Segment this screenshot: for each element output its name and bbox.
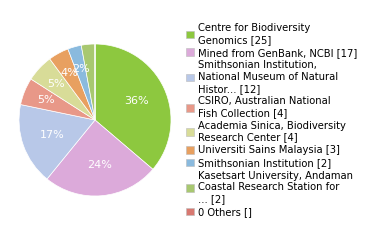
Text: 17%: 17% bbox=[40, 130, 64, 140]
Text: 36%: 36% bbox=[124, 96, 149, 106]
Text: 24%: 24% bbox=[87, 160, 112, 170]
Wedge shape bbox=[68, 45, 95, 120]
Text: 5%: 5% bbox=[47, 79, 65, 89]
Text: 4%: 4% bbox=[60, 68, 78, 78]
Legend: Centre for Biodiversity
Genomics [25], Mined from GenBank, NCBI [17], Smithsonia: Centre for Biodiversity Genomics [25], M… bbox=[185, 23, 357, 217]
Wedge shape bbox=[95, 44, 171, 169]
Text: 5%: 5% bbox=[37, 95, 55, 105]
Wedge shape bbox=[21, 79, 95, 120]
Wedge shape bbox=[81, 44, 95, 120]
Wedge shape bbox=[50, 49, 95, 120]
Wedge shape bbox=[19, 105, 95, 179]
Wedge shape bbox=[47, 120, 153, 196]
Text: 2%: 2% bbox=[72, 64, 90, 74]
Wedge shape bbox=[31, 59, 95, 120]
